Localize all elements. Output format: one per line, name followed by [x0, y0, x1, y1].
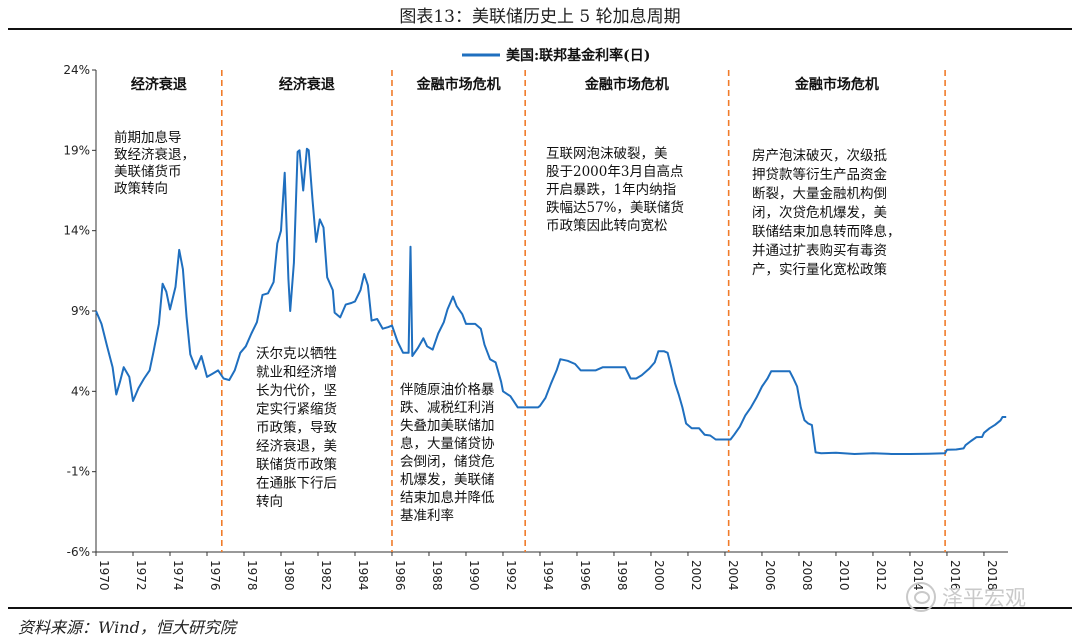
- annotation-line: 就业和经济增: [256, 365, 337, 381]
- bottom-rule: [8, 607, 1072, 609]
- y-tick-label: 19%: [63, 143, 90, 157]
- annotation-line: 沃尔克以牺牲: [256, 346, 337, 362]
- annotation-line: 息，大量储贷协: [400, 435, 495, 452]
- x-tick-label: 1986: [393, 560, 407, 591]
- y-tick-label: 14%: [63, 224, 90, 238]
- annotation-line: 并通过扩表购买有毒资: [752, 243, 887, 259]
- x-tick-label: 1998: [615, 560, 629, 591]
- x-tick-label: 1978: [245, 560, 259, 591]
- x-tick-label: 1972: [134, 560, 148, 591]
- annotation-line: 股于2000年3月自高点: [546, 163, 683, 180]
- x-tick-label: 1990: [467, 560, 481, 591]
- annotation-line: 基准利率: [400, 507, 454, 524]
- annotation-line: 转向: [256, 494, 283, 510]
- annotation-line: 币政策，导致: [256, 419, 337, 436]
- annotation-line: 闭，次贷危机爆发，美: [752, 205, 887, 221]
- x-tick-label: 2000: [652, 560, 666, 591]
- annotation-line: 断裂，大量金融机构倒: [752, 186, 887, 202]
- x-tick-label: 2010: [837, 560, 851, 591]
- x-tick-label: 1980: [282, 560, 296, 591]
- watermark: 泽平宏观: [906, 582, 1026, 612]
- region-title: 经济衰退: [279, 76, 335, 93]
- x-tick-label: 1976: [208, 560, 222, 591]
- x-tick-label: 1982: [319, 560, 333, 591]
- y-tick-label: -6%: [67, 545, 90, 559]
- legend-label: 美国:联邦基金利率(日): [506, 47, 650, 64]
- annotation-line: 致经济衰退，: [114, 146, 195, 163]
- y-tick-label: 4%: [71, 384, 90, 398]
- x-tick-label: 2006: [763, 560, 777, 591]
- annotation-line: 在通胀下行后: [256, 476, 337, 492]
- annotation-line: 机爆发，美联储: [400, 472, 495, 488]
- y-tick-label: -1%: [67, 465, 90, 479]
- region-title: 金融市场危机: [584, 76, 669, 93]
- annotation-line: 跌、减税红利消: [400, 400, 495, 416]
- annotation-line: 开启暴跌，1年内纳指: [546, 182, 676, 198]
- x-tick-label: 1988: [430, 560, 444, 591]
- x-tick-label: 1992: [504, 560, 518, 591]
- x-tick-label: 1974: [171, 560, 185, 591]
- annotation-line: 联储结束加息转而降息，: [752, 223, 901, 240]
- annotation-line: 定实行紧缩货: [256, 401, 337, 418]
- annotation-line: 结束加息并降低: [400, 489, 495, 506]
- region-title: 经济衰退: [131, 76, 187, 93]
- annotation-line: 房产泡沫破灭，次级抵: [752, 148, 887, 164]
- x-tick-label: 1996: [578, 560, 592, 591]
- annotation-line: 会倒闭，储贷危: [400, 454, 495, 470]
- annotation-line: 联储货币政策: [256, 456, 337, 473]
- fed-funds-rate-chart: 24% 19% 14% 9% 4% -1% -6% 1970 1972 1974 1976 1978 1…: [63, 47, 1008, 591]
- y-tick-label: 9%: [71, 304, 90, 318]
- top-rule: [8, 28, 1072, 30]
- x-tick-label: 2004: [726, 560, 740, 591]
- annotation-line: 长为代价，坚: [256, 383, 337, 399]
- annotation-line: 押贷款等衍生产品资金: [752, 166, 887, 183]
- x-tick-label: 1970: [97, 560, 111, 591]
- annotation-line: 互联网泡沫破裂，美: [546, 146, 668, 162]
- figure-title: 图表13：美联储历史上 5 轮加息周期: [399, 7, 681, 27]
- annotation-line: 币政策因此转向宽松: [546, 217, 668, 234]
- annotation-line: 产，实行量化宽松政策: [752, 261, 887, 278]
- x-tick-label: 2016: [948, 560, 962, 591]
- region-title: 金融市场危机: [794, 76, 879, 93]
- y-tick-label: 24%: [63, 63, 90, 77]
- annotation-line: 经济衰退，美: [256, 438, 337, 455]
- annotation-line: 前期加息导: [114, 129, 182, 146]
- x-tick-label: 2008: [800, 560, 814, 591]
- x-tick-label: 2012: [874, 560, 888, 591]
- x-tick-label: 2018: [985, 560, 999, 591]
- wechat-icon: [906, 582, 936, 612]
- annotation-line: 政策转向: [114, 180, 168, 197]
- x-tick-label: 1994: [541, 560, 555, 591]
- x-tick-label: 1984: [356, 560, 370, 591]
- series-line: [95, 147, 1007, 455]
- annotation-line: 失叠加美联储加: [400, 418, 495, 434]
- annotation-line: 伴随原油价格暴: [400, 382, 495, 398]
- x-tick-label: 2002: [689, 560, 703, 591]
- annotation-line: 美联储货币: [114, 163, 182, 180]
- region-title: 金融市场危机: [416, 76, 501, 93]
- watermark-text: 泽平宏观: [942, 586, 1026, 610]
- annotation-line: 跌幅达57%，美联储货: [546, 199, 684, 216]
- source-note: 资料来源：Wind，恒大研究院: [18, 618, 236, 637]
